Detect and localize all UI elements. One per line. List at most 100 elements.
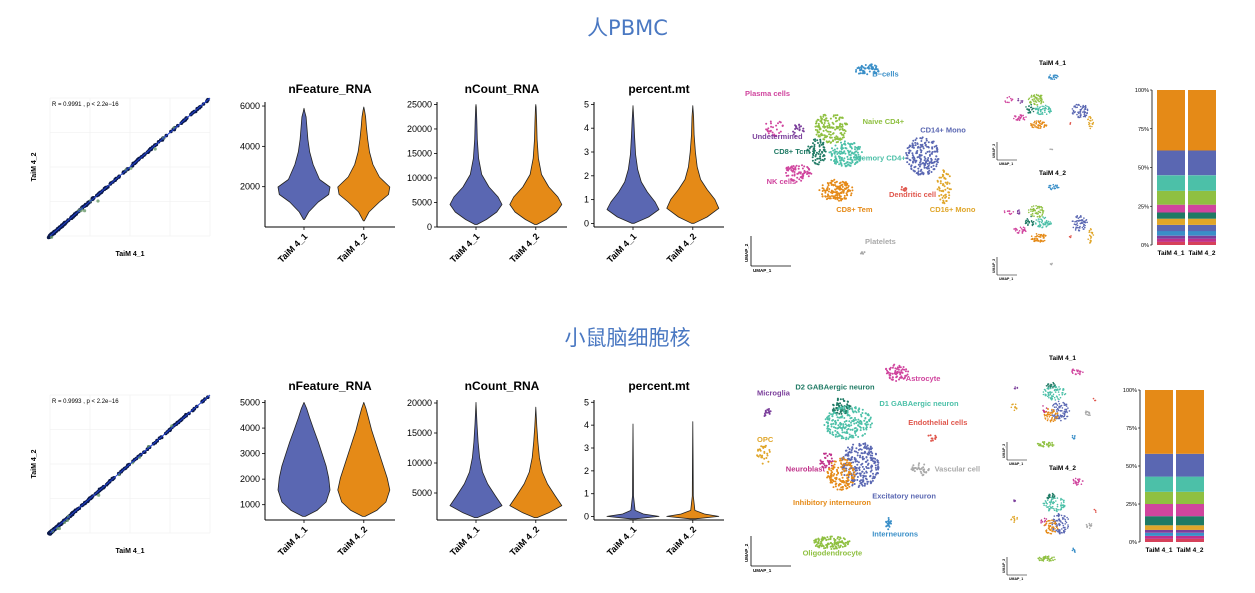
umap-point bbox=[818, 539, 821, 541]
violin-tick-label: 0 bbox=[584, 218, 589, 228]
small-umap-point bbox=[1038, 215, 1041, 217]
small-umap-point bbox=[1028, 111, 1031, 114]
violin-shape bbox=[277, 402, 331, 517]
umap-point bbox=[826, 182, 829, 184]
umap-point bbox=[834, 116, 837, 119]
small-umap-point bbox=[1054, 531, 1057, 533]
small-umap-point bbox=[1060, 415, 1062, 417]
small-umap-point bbox=[1039, 106, 1041, 108]
small-umap-point bbox=[1077, 372, 1079, 375]
violin-tick-label: 2 bbox=[584, 466, 589, 476]
umap-point bbox=[820, 542, 823, 545]
small-umap-point bbox=[1043, 413, 1046, 416]
small-umap-point bbox=[1051, 416, 1053, 419]
umap-point bbox=[856, 157, 859, 160]
umap-point bbox=[885, 367, 888, 370]
umap-point bbox=[787, 168, 790, 170]
small-umap-point bbox=[1074, 551, 1076, 553]
small-umap-point bbox=[1031, 206, 1033, 208]
umap-point bbox=[856, 160, 859, 163]
umap-point bbox=[820, 143, 823, 146]
umap-point bbox=[869, 470, 872, 473]
umap-point bbox=[827, 130, 830, 133]
umap-point bbox=[927, 172, 930, 175]
small-umap-point bbox=[1058, 403, 1061, 405]
umap-point bbox=[872, 475, 875, 478]
umap-point bbox=[854, 432, 857, 434]
small-umap-point bbox=[1018, 211, 1021, 213]
small-umap-point bbox=[1045, 411, 1047, 413]
umap-point bbox=[846, 459, 849, 462]
small-umap-point bbox=[1090, 523, 1093, 525]
umap-point bbox=[854, 465, 856, 468]
umap-point bbox=[858, 469, 861, 471]
small-umap-point bbox=[1083, 228, 1085, 230]
small-umap-point bbox=[1006, 96, 1009, 99]
umap-point bbox=[926, 162, 929, 165]
umap-point bbox=[823, 452, 825, 455]
umap-point bbox=[842, 423, 845, 426]
small-umap-point bbox=[1063, 417, 1066, 420]
violin-tick-label: 20000 bbox=[407, 124, 432, 134]
small-umap-point bbox=[1008, 96, 1011, 98]
small-umap-point bbox=[1034, 120, 1036, 123]
umap-point bbox=[822, 187, 825, 190]
umap-point bbox=[846, 540, 849, 543]
small-umap-point bbox=[1066, 415, 1069, 418]
violin-tick-label: 25000 bbox=[407, 99, 432, 109]
umap-point bbox=[822, 123, 825, 126]
umap-point bbox=[834, 483, 837, 486]
umap-point bbox=[850, 434, 853, 437]
small-umap-point bbox=[1089, 235, 1092, 237]
violin-panel-ncountrna: nCount_RNA0500010000150002000025000TaiM … bbox=[407, 82, 567, 265]
umap-point bbox=[830, 423, 833, 426]
umap-point bbox=[819, 138, 822, 141]
umap-cluster bbox=[814, 113, 849, 144]
umap-point bbox=[854, 158, 856, 161]
umap-point bbox=[897, 366, 900, 369]
umap-point bbox=[855, 411, 858, 414]
small-umap-point bbox=[1045, 520, 1048, 523]
umap-point bbox=[816, 118, 819, 121]
umap-point bbox=[836, 147, 839, 150]
small-umap-point bbox=[1050, 77, 1053, 79]
umap-point bbox=[825, 544, 828, 546]
umap-point bbox=[839, 544, 842, 547]
small-umap-point bbox=[1039, 224, 1042, 226]
umap-point bbox=[917, 167, 920, 170]
umap-x-label: UMAP_1 bbox=[753, 268, 772, 273]
small-umap-point bbox=[1066, 516, 1068, 519]
small-umap-point bbox=[1059, 416, 1061, 418]
violin-tick-label: 4000 bbox=[240, 141, 260, 151]
small-umap-point bbox=[1037, 126, 1039, 128]
umap-point bbox=[926, 171, 929, 173]
small-umap-point bbox=[1052, 75, 1055, 77]
umap-point bbox=[790, 169, 793, 171]
umap-point bbox=[931, 142, 934, 144]
umap-point bbox=[818, 150, 821, 153]
umap-point bbox=[822, 462, 825, 465]
small-umap-point bbox=[1053, 556, 1055, 558]
small-umap-point bbox=[1030, 235, 1033, 237]
small-umap-point bbox=[1088, 125, 1091, 127]
umap-point bbox=[832, 132, 835, 135]
small-umap-point bbox=[1017, 98, 1020, 100]
small-umap-point bbox=[1057, 530, 1059, 533]
umap-point bbox=[888, 525, 891, 528]
umap-point bbox=[848, 433, 851, 436]
small-umap-point bbox=[1085, 413, 1087, 415]
small-umap-point bbox=[1043, 441, 1046, 443]
violin-tick-label: 4000 bbox=[240, 423, 260, 433]
umap-point bbox=[900, 376, 902, 379]
small-umap-point bbox=[1070, 235, 1072, 237]
umap-point bbox=[854, 417, 856, 419]
umap-point bbox=[866, 480, 869, 483]
umap-point bbox=[844, 464, 847, 466]
umap-point bbox=[849, 189, 852, 192]
small-umap-point bbox=[1054, 391, 1057, 393]
small-umap-point bbox=[1012, 403, 1014, 406]
small-umap-point bbox=[1073, 436, 1076, 438]
small-umap-point bbox=[1046, 499, 1049, 501]
umap-point bbox=[830, 154, 833, 157]
